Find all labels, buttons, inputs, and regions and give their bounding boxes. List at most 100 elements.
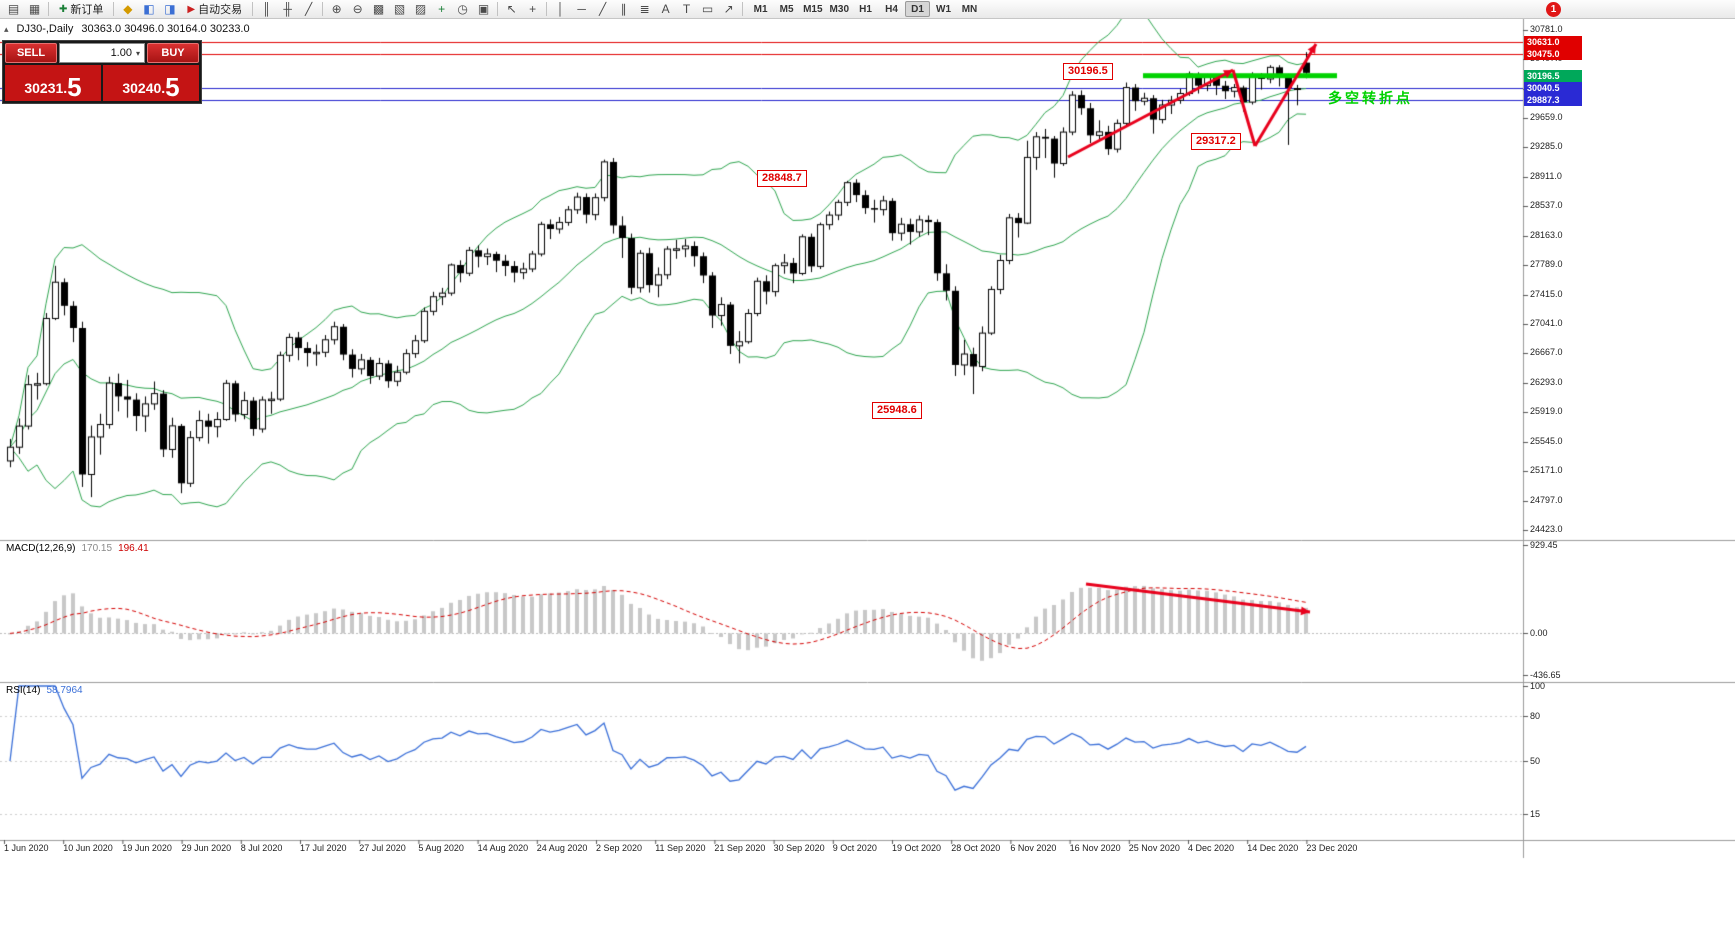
time-axis-label: 23 Dec 2020 — [1306, 843, 1358, 853]
time-axis-label: 19 Jun 2020 — [122, 843, 172, 853]
turning-point-label: 多空转折点 — [1328, 90, 1413, 106]
time-axis-label: 1 Jun 2020 — [4, 843, 49, 853]
bar-chart-icon[interactable]: ║ — [256, 1, 277, 18]
price-tick-label: 27415.0 — [1530, 288, 1563, 299]
macd-name: MACD(12,26,9) — [6, 543, 76, 554]
periods-icon[interactable]: ◷ — [452, 1, 473, 18]
trade-panel-prices: 30231. 5 30240. 5 — [5, 65, 199, 101]
time-axis-label: 14 Dec 2020 — [1247, 843, 1299, 853]
chart-window-icon[interactable]: ▤ — [3, 1, 24, 18]
grid-icon[interactable]: ▩ — [368, 1, 389, 18]
time-axis-label: 21 Sep 2020 — [714, 843, 766, 853]
sell-button[interactable]: SELL — [5, 43, 57, 63]
price-tick-label: 25919.0 — [1530, 406, 1563, 417]
market-watch-icon[interactable]: ◧ — [138, 1, 159, 18]
macd-signal-value: 196.41 — [118, 543, 149, 554]
new-chart-icon[interactable]: ▦ — [24, 1, 45, 18]
rsi-axis-label: 50 — [1530, 756, 1541, 766]
templates-icon[interactable]: ▣ — [473, 1, 494, 18]
price-callout[interactable]: 25948.6 — [872, 402, 922, 419]
time-axis-label: 2 Sep 2020 — [596, 843, 643, 853]
notification-badge[interactable]: 1 — [1546, 2, 1561, 17]
buy-price[interactable]: 30240. 5 — [103, 65, 199, 101]
price-line-badge: 29887.3 — [1524, 94, 1582, 107]
rsi-name: RSI(14) — [6, 685, 41, 696]
text-icon[interactable]: A — [655, 1, 676, 18]
crosshair-icon[interactable]: + — [522, 1, 543, 18]
price-callout[interactable]: 29317.2 — [1191, 133, 1241, 150]
tab-timeframe-w1[interactable]: W1 — [931, 1, 956, 17]
new-order-button[interactable]: ✚ 新订单 — [52, 1, 110, 18]
tab-timeframe-m5[interactable]: M5 — [774, 1, 799, 17]
price-line-badge: 30631.0 — [1524, 35, 1582, 48]
cursor-icon[interactable]: ↖ — [501, 1, 522, 18]
price-tick-label: 25171.0 — [1530, 465, 1563, 476]
price-line-badge: 30040.5 — [1524, 81, 1582, 94]
time-axis-label: 9 Oct 2020 — [832, 843, 877, 853]
price-tick-label: 28537.0 — [1530, 200, 1563, 211]
tab-timeframe-h4[interactable]: H4 — [879, 1, 904, 17]
one-click-trading-panel: SELL 1.00 ▾ BUY 30231. 5 30240. 5 — [2, 40, 202, 104]
tab-timeframe-m15[interactable]: M15 — [800, 1, 825, 17]
volume-dropdown-icon[interactable]: ▾ — [135, 48, 140, 58]
auto-trading-button[interactable]: ▶ 自动交易 — [180, 1, 249, 18]
price-tick-label: 24423.0 — [1530, 523, 1563, 534]
label-icon[interactable]: T — [676, 1, 697, 18]
zoom-in-icon[interactable]: ⊕ — [326, 1, 347, 18]
tab-timeframe-d1[interactable]: D1 — [905, 1, 930, 17]
fibonacci-icon[interactable]: ≣ — [634, 1, 655, 18]
price-tick-label: 25545.0 — [1530, 435, 1563, 446]
price-callout[interactable]: 28848.7 — [757, 170, 807, 187]
time-axis-label: 30 Sep 2020 — [773, 843, 825, 853]
time-axis-label: 29 Jun 2020 — [181, 843, 232, 853]
time-axis-label: 11 Sep 2020 — [655, 843, 706, 853]
time-axis-label: 19 Oct 2020 — [892, 843, 942, 853]
zoom-out-icon[interactable]: ⊖ — [347, 1, 368, 18]
rsi-value: 58.7964 — [46, 685, 83, 696]
toolbar-separator — [497, 2, 499, 16]
macd-axis-label: -436.65 — [1530, 669, 1561, 680]
auto-trading-button-label: 自动交易 — [198, 4, 243, 16]
new-order-button-label: 新订单 — [70, 4, 104, 16]
toolbar-separator — [742, 2, 744, 16]
cascade-windows-icon[interactable]: ▨ — [410, 1, 431, 18]
tab-timeframe-m30[interactable]: M30 — [827, 1, 852, 17]
vertical-line-icon[interactable]: │ — [550, 1, 571, 18]
sell-price[interactable]: 30231. 5 — [5, 65, 101, 101]
toolbar-separator — [546, 2, 548, 16]
tab-timeframe-m1[interactable]: M1 — [748, 1, 773, 17]
time-axis-label: 25 Nov 2020 — [1128, 843, 1180, 853]
volume-input[interactable]: 1.00 ▾ — [59, 43, 145, 63]
tab-timeframe-mn[interactable]: MN — [957, 1, 982, 17]
price-tick-label: 29659.0 — [1530, 112, 1563, 122]
arrows-icon[interactable]: ↗ — [718, 1, 739, 18]
buy-price-main: 30240. — [122, 80, 166, 96]
indicators-icon[interactable]: + — [431, 1, 452, 18]
horizontal-line-icon[interactable]: ─ — [571, 1, 592, 18]
candlestick-chart-icon[interactable]: ╫ — [277, 1, 298, 18]
toolbar-separator — [48, 2, 49, 16]
new-order-button-icon: ✚ — [59, 3, 68, 15]
shapes-icon[interactable]: ▭ — [697, 1, 718, 18]
macd-main-value: 170.15 — [81, 543, 113, 554]
line-chart-icon[interactable]: ╱ — [298, 1, 319, 18]
price-tick-label: 24797.0 — [1530, 494, 1563, 505]
sell-price-big-digit: 5 — [67, 71, 82, 102]
trendline-icon[interactable]: ╱ — [592, 1, 613, 18]
price-callout[interactable]: 30196.5 — [1063, 63, 1113, 80]
buy-button[interactable]: BUY — [147, 43, 199, 63]
time-axis-label: 4 Dec 2020 — [1188, 843, 1235, 853]
tile-windows-icon[interactable]: ▧ — [389, 1, 410, 18]
tab-timeframe-h1[interactable]: H1 — [853, 1, 878, 17]
chart-title: ▴ DJ30-,Daily 30363.0 30496.0 30164.0 30… — [4, 23, 250, 35]
sell-price-main: 30231. — [24, 80, 68, 96]
favorites-icon[interactable]: ◆ — [117, 1, 138, 18]
macd-indicator-label: MACD(12,26,9) 170.15 196.41 — [6, 543, 149, 554]
price-tick-label: 26667.0 — [1530, 347, 1563, 358]
price-tick-label: 26293.0 — [1530, 376, 1563, 387]
time-axis-label: 6 Nov 2020 — [1010, 843, 1057, 853]
channel-icon[interactable]: ∥ — [613, 1, 634, 18]
data-window-icon[interactable]: ◨ — [159, 1, 180, 18]
auto-trading-button-icon: ▶ — [187, 3, 196, 15]
